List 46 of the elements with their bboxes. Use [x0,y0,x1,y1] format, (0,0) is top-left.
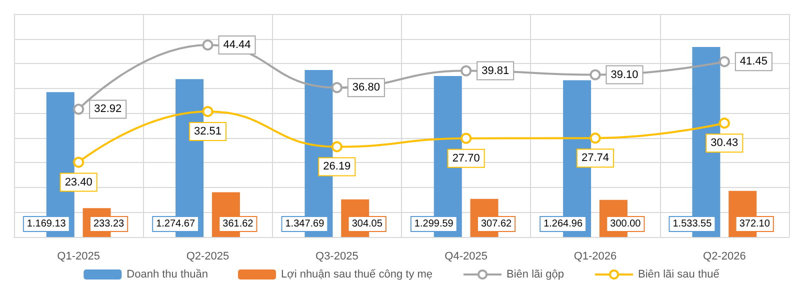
data-label: 23.40 [64,176,92,188]
data-label: 36.80 [352,82,380,94]
x-tick-label: Q4-2025 [444,250,488,262]
point [202,106,214,118]
data-label: 307.62 [480,218,512,230]
point [718,56,730,68]
x-tick-label: Q1-2025 [57,250,100,262]
data-label: 1.533.55 [672,218,712,230]
point [460,65,472,76]
data-label: 30.43 [710,137,738,150]
data-label: 27.74 [581,152,610,164]
x-tick-label: Q3-2025 [316,250,358,262]
data-label: 44.44 [223,38,251,51]
point [460,132,472,144]
data-label: 1.264.96 [544,218,583,230]
point [73,156,84,168]
data-label: 39.81 [482,64,510,77]
data-label: 300.00 [610,218,642,230]
data-label: 1.299.59 [414,218,454,230]
point [718,118,730,129]
data-label: 32.51 [194,126,222,138]
data-label: 26.19 [323,160,351,173]
point [202,40,214,50]
data-label: 41.45 [740,56,768,68]
data-label: 304.05 [352,218,383,230]
legend-label: Doanh thu thuần [126,268,208,280]
legend-label: Lợi nhuận sau thuế công ty mẹ [280,268,433,280]
data-label: 32.92 [94,103,122,116]
data-label: 1.274.67 [156,218,196,230]
point [73,104,84,115]
point [590,69,601,80]
data-label: 39.10 [610,68,638,81]
point [590,132,601,144]
point [331,141,342,152]
data-label: 27.70 [452,152,480,164]
point [331,82,342,94]
legend-label: Biên lãi sau thuế [638,268,720,280]
data-label: 1.347.69 [285,218,325,230]
x-tick-label: Q2-2026 [703,250,746,262]
data-label: 372.10 [739,218,770,230]
x-tick-label: Q1-2026 [574,250,617,262]
data-label: 361.62 [222,218,254,230]
data-label: 1.169.13 [26,218,66,230]
data-label: 233.23 [93,218,125,230]
legend-label: Biên lãi gộp [506,268,564,280]
x-tick-label: Q2-2025 [186,250,230,262]
